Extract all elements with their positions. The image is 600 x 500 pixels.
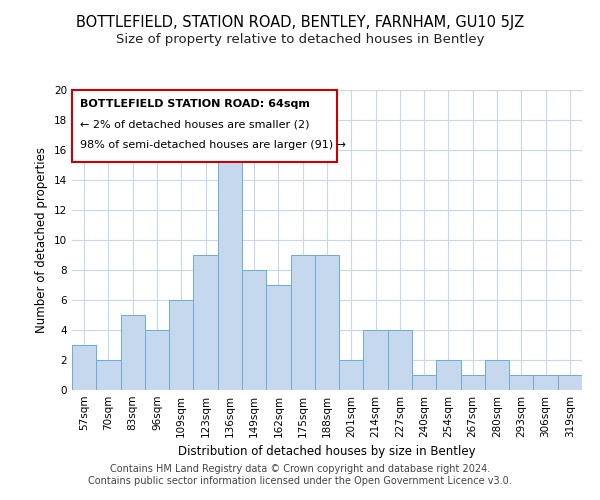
Bar	[242, 270, 266, 390]
Text: Size of property relative to detached houses in Bentley: Size of property relative to detached ho…	[116, 32, 484, 46]
Bar	[121, 315, 145, 390]
Bar	[218, 135, 242, 390]
Bar	[266, 285, 290, 390]
Text: BOTTLEFIELD, STATION ROAD, BENTLEY, FARNHAM, GU10 5JZ: BOTTLEFIELD, STATION ROAD, BENTLEY, FARN…	[76, 15, 524, 30]
Bar	[290, 255, 315, 390]
Text: Contains public sector information licensed under the Open Government Licence v3: Contains public sector information licen…	[88, 476, 512, 486]
Bar	[72, 345, 96, 390]
Bar	[193, 255, 218, 390]
Bar	[364, 330, 388, 390]
Text: Contains HM Land Registry data © Crown copyright and database right 2024.: Contains HM Land Registry data © Crown c…	[110, 464, 490, 474]
Bar	[461, 375, 485, 390]
Text: BOTTLEFIELD STATION ROAD: 64sqm: BOTTLEFIELD STATION ROAD: 64sqm	[80, 99, 310, 109]
Bar	[169, 300, 193, 390]
Bar	[315, 255, 339, 390]
Bar	[509, 375, 533, 390]
X-axis label: Distribution of detached houses by size in Bentley: Distribution of detached houses by size …	[178, 446, 476, 458]
Y-axis label: Number of detached properties: Number of detached properties	[35, 147, 49, 333]
Bar	[96, 360, 121, 390]
Bar	[388, 330, 412, 390]
Bar	[485, 360, 509, 390]
Bar	[412, 375, 436, 390]
FancyBboxPatch shape	[72, 90, 337, 162]
Text: ← 2% of detached houses are smaller (2): ← 2% of detached houses are smaller (2)	[80, 120, 309, 130]
Bar	[533, 375, 558, 390]
Text: 98% of semi-detached houses are larger (91) →: 98% of semi-detached houses are larger (…	[80, 140, 346, 150]
Bar	[558, 375, 582, 390]
Bar	[339, 360, 364, 390]
Bar	[436, 360, 461, 390]
Bar	[145, 330, 169, 390]
